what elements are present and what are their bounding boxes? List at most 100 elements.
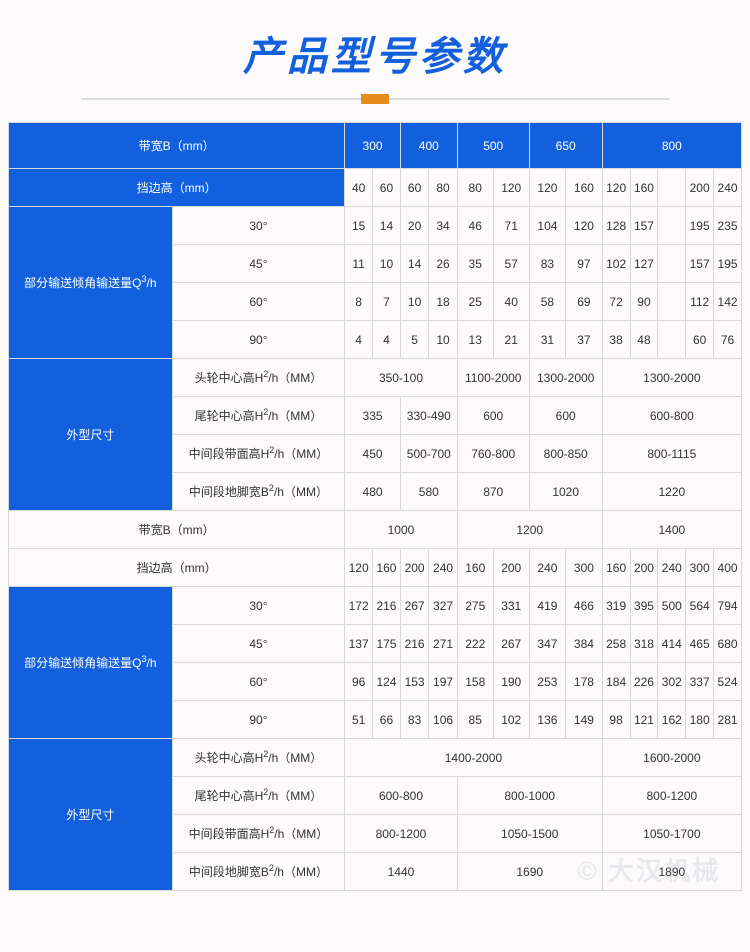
cell: 395 (630, 587, 658, 625)
cell: 160 (373, 549, 401, 587)
cell: 127 (630, 245, 658, 283)
cell: 10 (373, 245, 401, 283)
cell: 10 (429, 321, 457, 359)
cell: 267 (493, 625, 529, 663)
cell: 35 (457, 245, 493, 283)
cell: 760-800 (457, 435, 529, 473)
cell: 1890 (602, 853, 741, 891)
cell: 524 (714, 663, 742, 701)
cell: 1400-2000 (345, 739, 602, 777)
cell: 71 (493, 207, 529, 245)
cell: 240 (714, 169, 742, 207)
cell: 600 (457, 397, 529, 435)
cell: 66 (373, 701, 401, 739)
cell: 72 (602, 283, 630, 321)
cell: 11 (345, 245, 373, 283)
cell: 18 (429, 283, 457, 321)
cell: 480 (345, 473, 401, 511)
cell: 600 (529, 397, 602, 435)
cell: 136 (529, 701, 565, 739)
cell-empty (658, 169, 686, 207)
cell: 160 (457, 549, 493, 587)
cell: 1300-2000 (602, 359, 741, 397)
cell: 680 (714, 625, 742, 663)
cell: 180 (686, 701, 714, 739)
tail-center-label-2: 尾轮中心高H2/h（MM） (172, 777, 345, 815)
cell: 327 (429, 587, 457, 625)
cell: 157 (630, 207, 658, 245)
title-underline (0, 94, 750, 104)
head-center-label: 头轮中心高H2/h（MM） (172, 359, 345, 397)
outer-dim-header-2: 外型尺寸 (9, 739, 173, 891)
cell: 26 (429, 245, 457, 283)
width-300: 300 (345, 123, 401, 169)
cell: 580 (400, 473, 457, 511)
cell: 419 (529, 587, 565, 625)
cell: 90 (630, 283, 658, 321)
cell: 300 (566, 549, 603, 587)
cell: 121 (630, 701, 658, 739)
cell: 102 (602, 245, 630, 283)
cell: 20 (400, 207, 428, 245)
mid-ground-label-2: 中间段地脚宽B2/h（MM） (172, 853, 345, 891)
cell: 253 (529, 663, 565, 701)
cell: 1300-2000 (529, 359, 602, 397)
cell: 40 (493, 283, 529, 321)
cell: 281 (714, 701, 742, 739)
cell: 1440 (345, 853, 458, 891)
cell: 300 (686, 549, 714, 587)
cell: 31 (529, 321, 565, 359)
cell: 318 (630, 625, 658, 663)
cell: 85 (457, 701, 493, 739)
cell: 160 (602, 549, 630, 587)
cell: 58 (529, 283, 565, 321)
cell: 600-800 (345, 777, 458, 815)
belt-width-header-2: 带宽B（mm） (9, 511, 345, 549)
cell: 48 (630, 321, 658, 359)
cell: 106 (429, 701, 457, 739)
cell: 331 (493, 587, 529, 625)
cell: 337 (686, 663, 714, 701)
angle-45: 45° (172, 245, 345, 283)
spec-table: 带宽B（mm） 300 400 500 650 800 挡边高（mm） 40 6… (8, 122, 742, 891)
angle-90-2: 90° (172, 701, 345, 739)
cell: 46 (457, 207, 493, 245)
cell: 800-1115 (602, 435, 741, 473)
cell: 184 (602, 663, 630, 701)
angle-60: 60° (172, 283, 345, 321)
cell: 302 (658, 663, 686, 701)
cell: 97 (566, 245, 603, 283)
angle-30: 30° (172, 207, 345, 245)
cell: 240 (658, 549, 686, 587)
cell: 275 (457, 587, 493, 625)
cell: 319 (602, 587, 630, 625)
cell: 414 (658, 625, 686, 663)
cell-empty (658, 321, 686, 359)
cell: 4 (373, 321, 401, 359)
width-1000: 1000 (345, 511, 458, 549)
cell: 120 (566, 207, 603, 245)
mid-ground-label: 中间段地脚宽B2/h（MM） (172, 473, 345, 511)
cell: 60 (686, 321, 714, 359)
cell: 102 (493, 701, 529, 739)
cell: 149 (566, 701, 603, 739)
cell: 158 (457, 663, 493, 701)
page-title: 产品型号参数 (0, 24, 750, 82)
cell: 1050-1500 (457, 815, 602, 853)
cell: 5 (400, 321, 428, 359)
cell: 157 (686, 245, 714, 283)
guard-height-header-2: 挡边高（mm） (9, 549, 345, 587)
cell: 96 (345, 663, 373, 701)
cell: 14 (400, 245, 428, 283)
cell: 57 (493, 245, 529, 283)
cell: 1220 (602, 473, 741, 511)
cell: 178 (566, 663, 603, 701)
cell: 83 (529, 245, 565, 283)
cell: 330-490 (400, 397, 457, 435)
cell: 98 (602, 701, 630, 739)
cell: 69 (566, 283, 603, 321)
cell: 200 (686, 169, 714, 207)
cell: 800-1000 (457, 777, 602, 815)
cell: 7 (373, 283, 401, 321)
cell: 76 (714, 321, 742, 359)
